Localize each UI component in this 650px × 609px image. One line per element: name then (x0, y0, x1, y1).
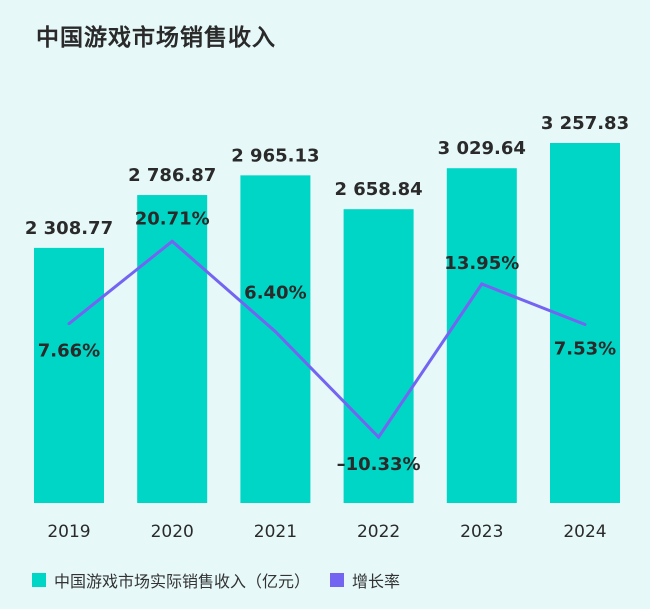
legend-label-growth: 增长率 (352, 572, 401, 591)
legend-label-revenue: 中国游戏市场实际销售收入（亿元） (54, 572, 311, 591)
growth-point (377, 435, 381, 439)
legend-swatch-line (330, 573, 345, 587)
legend: 中国游戏市场实际销售收入（亿元） 增长率 (32, 568, 420, 592)
x-tick-label: 2023 (460, 522, 503, 542)
growth-label: 13.95% (444, 253, 519, 274)
chart-title: 中国游戏市场销售收入 (36, 25, 276, 51)
growth-label: 6.40% (244, 283, 306, 304)
growth-point (583, 322, 587, 326)
growth-label: 7.66% (38, 341, 100, 362)
x-tick-label: 2024 (563, 522, 606, 542)
x-tick-label: 2021 (254, 522, 297, 542)
legend-item-growth: 增长率 (330, 568, 400, 592)
x-tick-label: 2020 (151, 522, 194, 542)
bar-value-label: 2 786.87 (128, 165, 216, 186)
growth-line (68, 239, 586, 440)
legend-item-revenue: 中国游戏市场实际销售收入（亿元） (32, 568, 310, 592)
x-tick-label: 2022 (357, 522, 400, 542)
growth-point (67, 322, 71, 326)
bar-value-label: 3 257.83 (541, 113, 629, 134)
growth-label: 20.71% (135, 208, 210, 229)
bar-value-label: 2 658.84 (334, 179, 422, 200)
bar-2023 (446, 168, 517, 503)
bar-value-label: 2 308.77 (25, 218, 113, 239)
bar-2022 (343, 209, 414, 504)
x-tick-label: 2019 (47, 522, 90, 542)
bar-2021 (240, 175, 311, 503)
bar-2020 (137, 195, 208, 504)
growth-point (273, 330, 277, 334)
growth-label: –10.33% (337, 454, 421, 475)
growth-label: 7.53% (554, 338, 616, 359)
chart: 2 308.77 2019 2 786.87 2020 2 965.13 2021 2 65… (25, 113, 629, 542)
bar-value-label: 3 029.64 (438, 138, 526, 159)
bar-2019 (34, 247, 104, 503)
bar-value-label: 2 965.13 (231, 145, 319, 166)
legend-swatch-bar (32, 573, 46, 587)
growth-point (170, 239, 174, 243)
growth-point (480, 282, 484, 286)
